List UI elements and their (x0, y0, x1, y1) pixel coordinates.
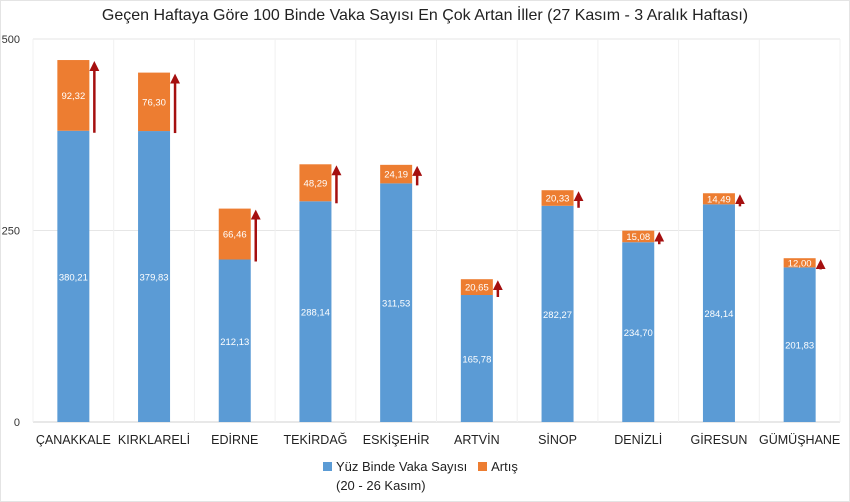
data-label-increase: 12,00 (788, 258, 812, 269)
bar-cases (138, 131, 171, 422)
bar-increase (702, 193, 735, 205)
bar-cases (541, 205, 574, 422)
x-tick-label: KIRKLARELİ (118, 433, 190, 447)
bar-increase (380, 164, 413, 184)
bar-increase (218, 208, 251, 260)
bar-increase (783, 258, 816, 268)
data-label-increase: 15,08 (626, 232, 650, 243)
x-tick-label: DENİZLİ (614, 433, 662, 447)
x-tick-label: ESKİŞEHİR (363, 433, 430, 447)
data-label-cases: 380,21 (59, 272, 88, 283)
legend: Yüz Binde Vaka Sayısı Artış (20 - 26 Kas… (323, 457, 518, 495)
y-tick-label: 250 (2, 226, 20, 238)
bar-cases (57, 130, 90, 422)
data-label-cases: 212,13 (220, 337, 249, 348)
data-label-cases: 379,83 (140, 273, 169, 284)
x-tick-label: GİRESUN (690, 433, 747, 447)
bar-increase (138, 72, 171, 132)
bar-increase (460, 279, 493, 296)
legend-label-cases: Yüz Binde Vaka Sayısı (336, 459, 468, 474)
x-tick-label: GÜMÜŞHANE (759, 433, 840, 447)
data-label-increase: 14,49 (707, 194, 731, 205)
x-tick-label: SİNOP (538, 433, 577, 447)
data-label-increase: 24,19 (384, 170, 408, 181)
legend-swatch-orange (478, 462, 488, 471)
data-label-increase: 76,30 (142, 97, 166, 108)
data-label-increase: 66,46 (223, 230, 247, 241)
data-label-increase: 20,65 (465, 283, 489, 294)
data-label-cases: 288,14 (301, 308, 330, 319)
bar-increase (622, 230, 655, 243)
bar-cases (218, 259, 251, 422)
bar-increase (299, 164, 332, 202)
data-label-increase: 48,29 (304, 178, 328, 189)
data-label-cases: 311,53 (382, 299, 410, 310)
data-label-cases: 284,14 (704, 309, 733, 320)
bar-increase (541, 190, 574, 206)
bar-increase (57, 60, 90, 131)
bar-cases (380, 183, 413, 422)
legend-label-period: (20 - 26 Kasım) (336, 478, 426, 493)
x-tick-label: ARTVİN (454, 433, 500, 447)
chart-title: Geçen Haftaya Göre 100 Binde Vaka Sayısı… (101, 7, 749, 24)
data-label-cases: 234,70 (624, 328, 653, 339)
data-label-increase: 20,33 (546, 193, 570, 204)
data-label-cases: 282,27 (543, 310, 572, 321)
bar-cases (783, 267, 816, 422)
legend-swatch-blue (323, 462, 332, 471)
bar-cases (460, 295, 493, 422)
x-tick-label: TEKİRDAĞ (283, 432, 347, 447)
bar-cases (622, 242, 655, 422)
x-tick-label: ÇANAKKALE (36, 433, 111, 447)
data-label-increase: 92,32 (61, 91, 85, 102)
data-label-cases: 165,78 (462, 355, 491, 366)
bar-cases (299, 201, 332, 422)
y-tick-label: 500 (2, 34, 20, 46)
bar-cases (702, 204, 735, 422)
x-tick-label: EDİRNE (211, 433, 258, 447)
legend-label-increase: Artış (491, 459, 518, 474)
y-tick-label: 0 (14, 417, 20, 429)
data-label-cases: 201,83 (785, 341, 814, 352)
